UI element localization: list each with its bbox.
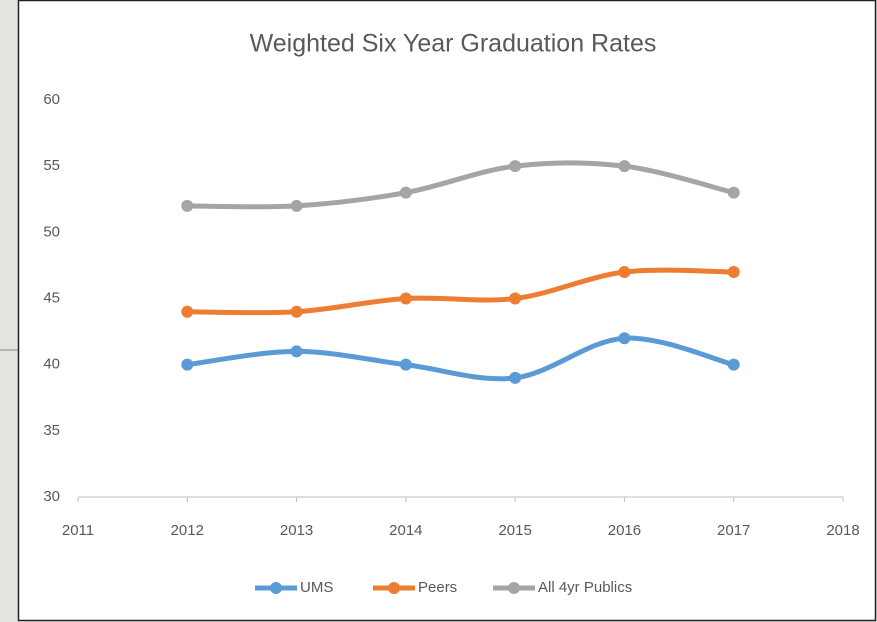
point xyxy=(399,186,412,199)
point xyxy=(727,186,740,199)
legend-label: Peers xyxy=(418,579,457,596)
x-tick-label: 2013 xyxy=(280,522,313,539)
legend-marker xyxy=(388,582,400,594)
point xyxy=(181,199,194,212)
x-tick-label: 2015 xyxy=(498,522,531,539)
y-tick-label: 55 xyxy=(43,157,60,174)
y-tick-label: 35 xyxy=(43,422,60,439)
point xyxy=(290,199,303,212)
point xyxy=(290,305,303,318)
point xyxy=(618,160,631,173)
x-tick-label: 2012 xyxy=(171,522,204,539)
point xyxy=(727,358,740,371)
series-line xyxy=(184,335,737,382)
legend-marker xyxy=(508,582,520,594)
y-tick-label: 60 xyxy=(43,91,60,108)
x-tick-label: 2014 xyxy=(389,522,422,539)
point xyxy=(509,371,522,384)
point xyxy=(399,292,412,305)
point xyxy=(727,266,740,279)
point xyxy=(509,160,522,173)
legend-label: UMS xyxy=(300,579,333,596)
legend-label: All 4yr Publics xyxy=(538,579,632,596)
chart-frame xyxy=(17,0,877,622)
point xyxy=(181,305,194,318)
y-tick-label: 50 xyxy=(43,223,60,240)
y-tick-label: 45 xyxy=(43,289,60,306)
point xyxy=(181,358,194,371)
point xyxy=(618,332,631,345)
series-line xyxy=(184,267,737,316)
point xyxy=(290,345,303,358)
x-tick-label: 2016 xyxy=(608,522,641,539)
legend-marker xyxy=(270,582,282,594)
point xyxy=(399,358,412,371)
chart-title: Weighted Six Year Graduation Rates xyxy=(250,30,657,58)
point xyxy=(509,292,522,305)
y-tick-label: 40 xyxy=(43,356,60,373)
x-tick-label: 2018 xyxy=(826,522,859,539)
series-line xyxy=(184,160,737,210)
point xyxy=(618,266,631,279)
x-tick-label: 2011 xyxy=(62,522,94,539)
y-tick-label: 30 xyxy=(43,488,60,505)
x-tick-label: 2017 xyxy=(717,522,750,539)
